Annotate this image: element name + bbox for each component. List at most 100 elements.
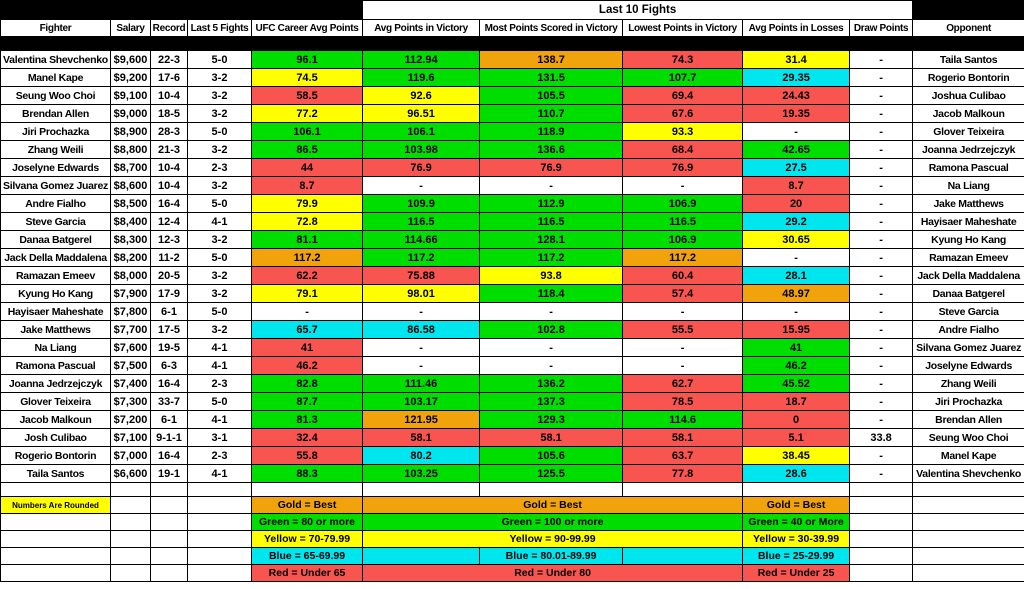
cell-opponent: Hayisaer Maheshate <box>912 212 1024 231</box>
column-header-record: Record <box>150 19 188 37</box>
cell-career-avg-points: 46.2 <box>250 356 364 375</box>
column-header-avg-points-in-losses: Avg Points in Losses <box>742 19 851 37</box>
fighter-row-glover-teixeira: Glover Teixeira $7,300 33-7 5-0 87.7 103.17 13… <box>0 392 1024 411</box>
cell-avg-points-in-victory: - <box>362 302 481 321</box>
cell-lowest-points-in-victory: 69.4 <box>622 86 744 105</box>
cell-record: 17-5 <box>150 320 188 339</box>
cell-avg-points-in-victory: - <box>362 356 481 375</box>
cell-avg-points-in-losses: 8.7 <box>742 176 851 195</box>
cell-opponent: Zhang Weili <box>912 374 1024 393</box>
empty-cell <box>849 513 914 531</box>
cell-draw-points: - <box>849 284 914 303</box>
cell-opponent: Seung Woo Choi <box>912 428 1024 447</box>
cell-last-5-fights: 3-2 <box>187 68 252 87</box>
cell-career-avg-points: 87.7 <box>250 392 364 411</box>
cell-record: 10-4 <box>150 158 188 177</box>
empty-cell <box>742 482 851 497</box>
cell-salary: $9,200 <box>110 68 151 87</box>
empty-spacer-row <box>0 482 1024 497</box>
cell-most-points-in-victory: 112.9 <box>479 194 624 213</box>
fighter-row-manel-kape: Manel Kape $9,200 17-6 3-2 74.5 119.6 131.5 107… <box>0 68 1024 87</box>
fighter-row-jack-della-maddalena: Jack Della Maddalena $8,200 11-2 5-0 117.2 11… <box>0 248 1024 267</box>
column-header-most-points-scored-in-victory: Most Points Scored in Victory <box>479 19 624 37</box>
cell-career-avg-points: 88.3 <box>250 464 364 483</box>
cell-most-points-in-victory: - <box>479 356 624 375</box>
empty-cell <box>362 482 481 497</box>
cell-salary: $8,800 <box>110 140 151 159</box>
cell-last-5-fights: 3-2 <box>187 104 252 123</box>
cell-lowest-points-in-victory: 62.7 <box>622 374 744 393</box>
cell-most-points-in-victory: 129.3 <box>479 410 624 429</box>
cell-lowest-points-in-victory: 78.5 <box>622 392 744 411</box>
cell-fighter: Steve Garcia <box>0 212 111 231</box>
cell-last-5-fights: 4-1 <box>187 338 252 357</box>
empty-cell <box>110 564 151 582</box>
cell-most-points-in-victory: 105.5 <box>479 86 624 105</box>
cell-draw-points: - <box>849 194 914 213</box>
cell-record: 20-5 <box>150 266 188 285</box>
cell-avg-points-in-victory: 103.17 <box>362 392 481 411</box>
legend-row-yellow: Yellow = 70-79.99 Yellow = 90-99.99 Yellow… <box>0 530 1024 548</box>
cell-draw-points: - <box>849 212 914 231</box>
cell-draw-points: - <box>849 158 914 177</box>
cell-most-points-in-victory: 128.1 <box>479 230 624 249</box>
black-separator <box>0 36 1024 51</box>
cell-avg-points-in-losses: 29.2 <box>742 212 851 231</box>
cell-record: 28-3 <box>150 122 188 141</box>
cell-last-5-fights: 4-1 <box>187 356 252 375</box>
cell-fighter: Danaa Batgerel <box>0 230 111 249</box>
cell-avg-points-in-victory: 109.9 <box>362 194 481 213</box>
empty-cell <box>187 482 252 497</box>
cell-most-points-in-victory: 58.1 <box>479 428 624 447</box>
cell-avg-points-in-losses: 19.35 <box>742 104 851 123</box>
cell-lowest-points-in-victory: 106.9 <box>622 230 744 249</box>
cell-avg-points-in-victory: 121.95 <box>362 410 481 429</box>
cell-lowest-points-in-victory: 107.7 <box>622 68 744 87</box>
cell-fighter: Jacob Malkoun <box>0 410 111 429</box>
empty-cell <box>0 564 111 582</box>
cell-last-5-fights: 4-1 <box>187 410 252 429</box>
cell-fighter: Jiri Prochazka <box>0 122 111 141</box>
cell-avg-points-in-victory: 111.46 <box>362 374 481 393</box>
empty-cell <box>622 482 744 497</box>
fighter-row-jiri-prochazka: Jiri Prochazka $8,900 28-3 5-0 106.1 106.1 118… <box>0 122 1024 141</box>
cell-avg-points-in-losses: 41 <box>742 338 851 357</box>
column-header-fighter: Fighter <box>0 19 111 37</box>
cell-opponent: Joselyne Edwards <box>912 356 1024 375</box>
cell-salary: $8,500 <box>110 194 151 213</box>
empty-cell <box>110 547 151 565</box>
cell-most-points-in-victory: - <box>479 302 624 321</box>
legend-victory-red: Red = Under 80 <box>362 564 744 582</box>
legend-row-red: Red = Under 65 Red = Under 80 Red = Under … <box>0 564 1024 582</box>
cell-lowest-points-in-victory: - <box>622 356 744 375</box>
last-10-fights-group-header: Last 10 Fights <box>362 0 914 20</box>
empty-cell <box>150 530 188 548</box>
empty-cell <box>110 482 151 497</box>
cell-lowest-points-in-victory: 76.9 <box>622 158 744 177</box>
cell-last-5-fights: 5-0 <box>187 392 252 411</box>
legend-row-blue: Blue = 65-69.99 Blue = 80.01-89.99 Blue = … <box>0 547 1024 565</box>
cell-avg-points-in-victory: - <box>362 176 481 195</box>
cell-salary: $7,800 <box>110 302 151 321</box>
cell-avg-points-in-victory: 119.6 <box>362 68 481 87</box>
legend-losses-blue: Blue = 25-29.99 <box>742 547 851 565</box>
cell-career-avg-points: 81.3 <box>250 410 364 429</box>
cell-draw-points: - <box>849 230 914 249</box>
cell-salary: $7,100 <box>110 428 151 447</box>
cell-salary: $7,000 <box>110 446 151 465</box>
column-header-lowest-points-in-victory: Lowest Points in Victory <box>622 19 744 37</box>
empty-cell <box>187 513 252 531</box>
cell-lowest-points-in-victory: 63.7 <box>622 446 744 465</box>
cell-avg-points-in-losses: - <box>742 302 851 321</box>
fighter-row-joanna-jedrzejczyk: Joanna Jedrzejczyk $7,400 16-4 2-3 82.8 111.4… <box>0 374 1024 393</box>
cell-career-avg-points: - <box>250 302 364 321</box>
cell-career-avg-points: 62.2 <box>250 266 364 285</box>
cell-opponent: Jiri Prochazka <box>912 392 1024 411</box>
separator-row <box>0 36 1024 51</box>
empty-cell <box>150 482 188 497</box>
cell-avg-points-in-victory: 76.9 <box>362 158 481 177</box>
fighter-row-na-liang: Na Liang $7,600 19-5 4-1 41- - -41- Silvana Gom… <box>0 338 1024 357</box>
cell-avg-points-in-losses: 30.65 <box>742 230 851 249</box>
cell-last-5-fights: 5-0 <box>187 122 252 141</box>
empty-cell <box>187 547 252 565</box>
